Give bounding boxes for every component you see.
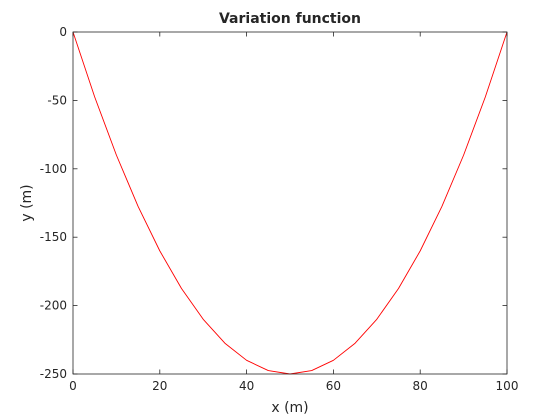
axes-box bbox=[72, 31, 508, 375]
chart-title: Variation function bbox=[219, 11, 361, 27]
x-tick-label: 60 bbox=[326, 379, 341, 393]
y-tick-label: -100 bbox=[40, 162, 67, 176]
y-tick-label: -200 bbox=[40, 299, 67, 313]
y-tick-label: -250 bbox=[40, 367, 67, 381]
x-tick-label: 20 bbox=[152, 379, 167, 393]
y-tick-label: -50 bbox=[47, 93, 67, 107]
x-axis-label: x (m) bbox=[271, 400, 308, 416]
y-tick-label: -150 bbox=[40, 230, 67, 244]
x-tick-label: 100 bbox=[496, 379, 519, 393]
x-tick-label: 40 bbox=[239, 379, 254, 393]
x-tick-label: 0 bbox=[69, 379, 77, 393]
x-tick-label: 80 bbox=[413, 379, 428, 393]
y-tick-layer: 0 -50 -100 -150 -200 -250 bbox=[40, 25, 507, 381]
plot-area bbox=[73, 32, 507, 374]
y-axis-label: y (m) bbox=[19, 184, 35, 221]
y-tick-label: 0 bbox=[59, 25, 67, 39]
x-tick-layer: 0 20 40 60 80 100 bbox=[69, 32, 518, 393]
